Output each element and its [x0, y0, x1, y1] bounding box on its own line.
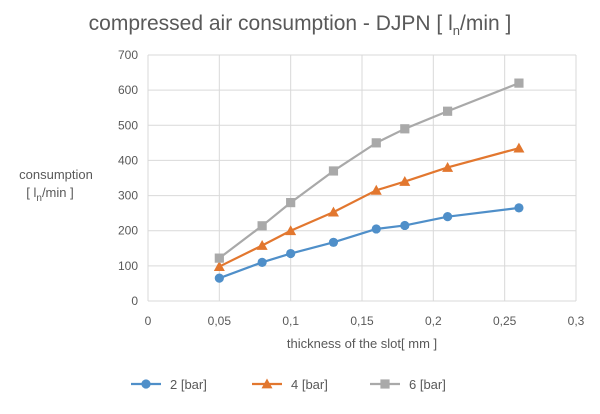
y-axis-label-suffix: /min ]: [42, 185, 74, 200]
data-point: [513, 142, 525, 153]
series-3: [214, 78, 524, 263]
legend-item-3: 6 [bar]: [370, 377, 446, 392]
data-point: [328, 237, 339, 247]
y-tick-label: 300: [118, 189, 138, 203]
data-point: [257, 257, 267, 267]
y-axis-ticks: 0 100 200 300 400 500 600 700: [118, 48, 138, 308]
data-point: [371, 224, 381, 234]
legend-item-2: 4 [bar]: [252, 377, 328, 392]
grid: [147, 54, 577, 302]
y-tick-label: 500: [118, 118, 138, 132]
x-tick-label: 0,15: [350, 314, 374, 328]
chart-title-subscript: n: [453, 23, 460, 38]
y-tick-label: 0: [131, 294, 138, 308]
data-point: [286, 198, 296, 208]
y-axis-label-line2: [ ln/min ]: [26, 185, 73, 204]
series-line: [218, 147, 520, 268]
data-point: [514, 78, 524, 88]
series-line: [218, 82, 520, 260]
data-point: [371, 138, 381, 148]
legend-label: 2 [bar]: [170, 377, 207, 392]
data-point: [327, 206, 339, 217]
series-1: [214, 203, 524, 283]
data-point: [399, 176, 411, 186]
data-point: [442, 161, 454, 172]
series-layer: [213, 78, 525, 283]
legend-item-1: 2 [bar]: [131, 377, 207, 392]
x-axis-label: thickness of the slot[ mm ]: [287, 336, 437, 351]
data-point: [256, 239, 268, 250]
data-point: [443, 106, 453, 116]
x-axis-ticks: 0 0,05 0,1 0,15 0,2 0,25 0,3: [145, 314, 585, 328]
y-axis-label-line1: consumption: [19, 167, 93, 182]
data-point: [214, 273, 224, 283]
legend-label: 4 [bar]: [291, 377, 328, 392]
y-axis-label-prefix: [ l: [26, 185, 36, 200]
data-point: [213, 261, 225, 271]
y-tick-label: 400: [118, 153, 138, 167]
data-point: [443, 212, 453, 222]
legend-marker: [380, 379, 390, 389]
x-tick-label: 0: [145, 314, 152, 328]
y-tick-label: 600: [118, 83, 138, 97]
data-point: [370, 184, 382, 195]
data-point: [257, 221, 267, 231]
legend-marker: [261, 378, 273, 389]
x-tick-label: 0,05: [208, 314, 232, 328]
data-point: [400, 124, 410, 134]
y-tick-label: 200: [118, 224, 138, 238]
series-line: [218, 206, 520, 280]
series-2: [213, 142, 525, 271]
x-tick-label: 0,1: [282, 314, 299, 328]
legend-label: 6 [bar]: [409, 377, 446, 392]
y-tick-label: 100: [118, 259, 138, 273]
data-point: [214, 253, 224, 263]
data-point: [328, 166, 339, 176]
y-axis-label-subscript: n: [36, 193, 42, 204]
chart-title-prefix: compressed air consumption - DJPN [ l: [89, 12, 453, 35]
chart-title: compressed air consumption - DJPN [ ln/m…: [89, 12, 512, 38]
legend: 2 [bar] 4 [bar] 6 [bar]: [131, 377, 446, 392]
data-point: [286, 248, 296, 259]
data-point: [400, 220, 410, 231]
x-tick-label: 0,2: [425, 314, 442, 328]
chart-title-suffix: /min ]: [460, 12, 511, 35]
data-point: [285, 225, 297, 236]
x-tick-label: 0,25: [493, 314, 517, 328]
y-tick-label: 700: [118, 48, 138, 62]
data-point: [514, 203, 524, 213]
x-tick-label: 0,3: [568, 314, 585, 328]
legend-marker: [141, 379, 151, 389]
